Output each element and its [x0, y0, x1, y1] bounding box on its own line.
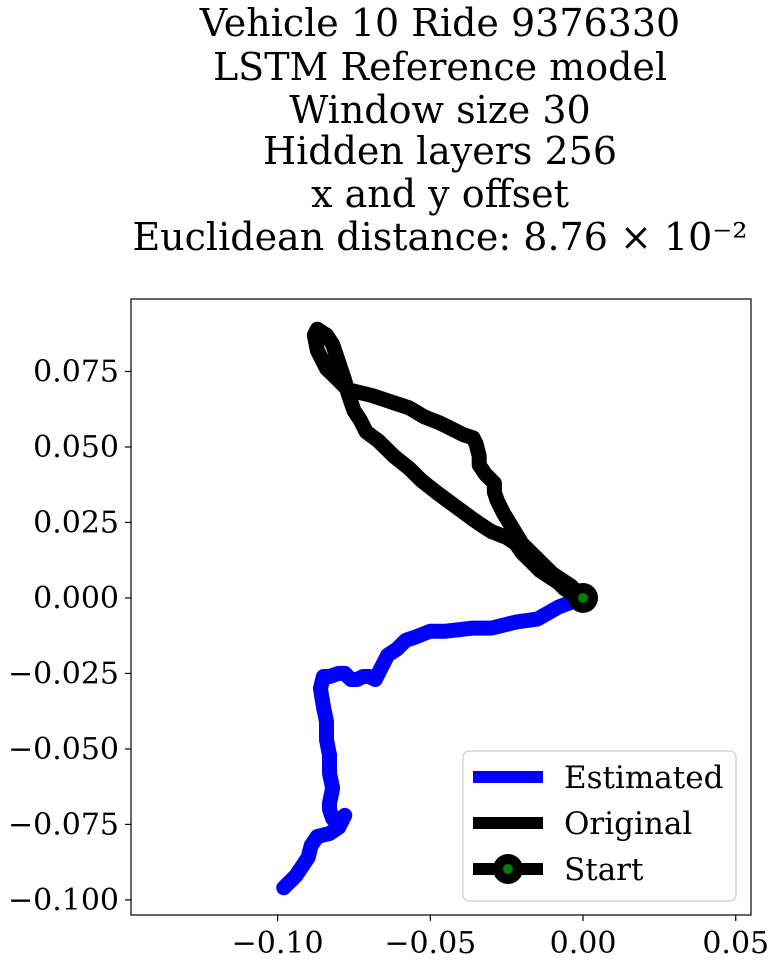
y-tick-label: −0.075 [8, 807, 119, 842]
title-line-6: Euclidean distance: 8.76 × 10⁻² [132, 215, 747, 259]
series-line-original [306, 321, 591, 606]
legend: Estimated Original Start [462, 750, 737, 902]
legend-start-marker-inner [503, 864, 513, 874]
start-marker-inner [578, 592, 589, 603]
y-tick-label: 0.075 [33, 354, 119, 389]
legend-label-estimated: Estimated [564, 760, 723, 796]
x-tick-label: −0.05 [384, 926, 476, 961]
title-line-3: Window size 30 [289, 88, 590, 132]
title-line-2: LSTM Reference model [213, 45, 667, 89]
x-tick-label: 0.00 [550, 926, 617, 961]
title-line-4: Hidden layers 256 [263, 129, 617, 173]
series-line-estimated [276, 590, 591, 896]
plot-clip-group [276, 321, 599, 896]
y-tick-label: −0.025 [8, 656, 119, 691]
y-tick-label: 0.000 [33, 581, 119, 616]
y-tick-label: −0.100 [8, 883, 119, 918]
y-tick-label: −0.050 [8, 732, 119, 767]
title-line-5: x and y offset [311, 172, 569, 216]
axes: −0.10 −0.05 0.00 0.05 0.075 0.050 0.025 0.000 −0… [8, 298, 769, 961]
x-tick-label: −0.10 [232, 926, 324, 961]
legend-label-start: Start [564, 852, 644, 888]
legend-label-original: Original [564, 806, 692, 842]
x-tick-label: 0.05 [702, 926, 769, 961]
axes-frame [130, 298, 752, 916]
y-tick-label: 0.025 [33, 505, 119, 540]
plot-area [276, 321, 599, 896]
chart-title: Vehicle 10 Ride 9376330 LSTM Reference m… [132, 1, 747, 259]
y-tick-label: 0.050 [33, 430, 119, 465]
title-line-1: Vehicle 10 Ride 9376330 [199, 1, 680, 45]
